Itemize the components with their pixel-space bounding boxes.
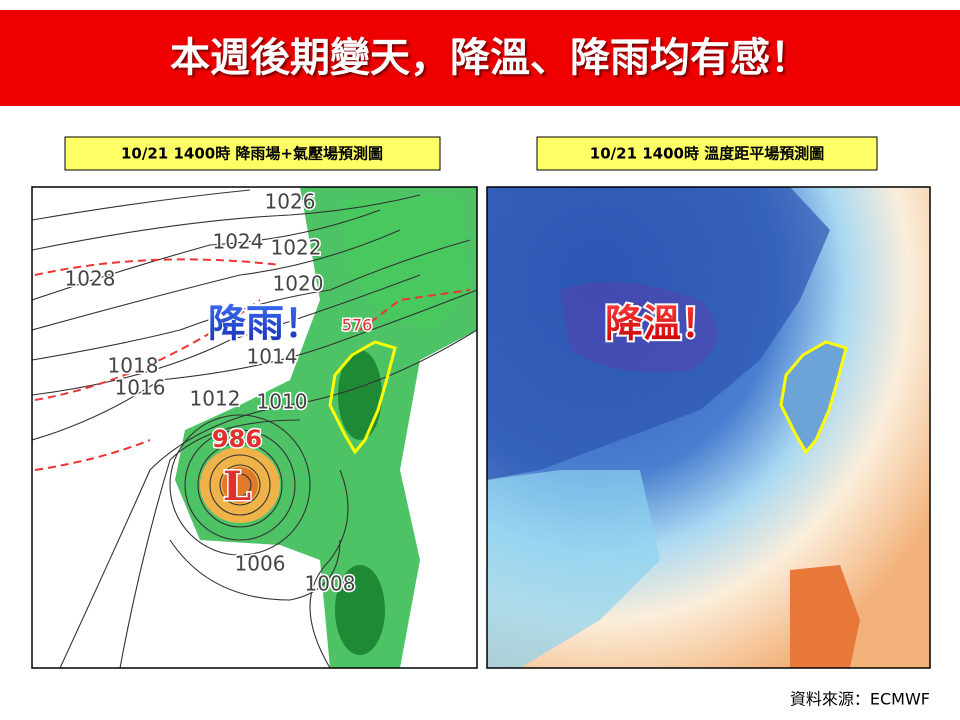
temperature-anomaly-map: [487, 187, 930, 668]
isobar-label: 986: [212, 425, 262, 453]
caption-box: [64, 136, 441, 171]
isobar-label: 576: [342, 316, 373, 335]
isobar-label: 1012: [190, 387, 241, 411]
isobar-label: 1022: [271, 236, 322, 260]
isobar-label: 1014: [247, 345, 298, 369]
annotation: 降溫！: [605, 302, 719, 346]
caption-box: [536, 136, 878, 171]
source: 資料來源：ECMWF: [790, 690, 930, 709]
isobar-label: L: [223, 463, 251, 510]
caption: 10/21 1400時 溫度距平場預測圖: [590, 145, 824, 163]
header-bar: [0, 10, 960, 106]
map-frame: [486, 186, 931, 669]
isobar-label: 1008: [305, 572, 356, 596]
isobar-label: 1018: [108, 354, 159, 378]
title: 本週後期變天，降溫、降雨均有感！: [170, 35, 810, 81]
isobar-label: 1010: [257, 390, 308, 414]
isobar-label: 1006: [235, 552, 286, 576]
isobar-label: 1026: [265, 190, 316, 214]
annotation: 降雨！: [208, 302, 322, 346]
isobar-label: 1020: [273, 272, 324, 296]
caption: 10/21 1400時 降雨場+氣壓場預測圖: [121, 145, 383, 163]
isobar-label: 1016: [115, 376, 166, 400]
rain-pressure-map: [32, 187, 477, 668]
isobar-label: 1028: [65, 267, 116, 291]
map-frame: [31, 186, 478, 669]
isobar-label: 1024: [213, 230, 264, 254]
